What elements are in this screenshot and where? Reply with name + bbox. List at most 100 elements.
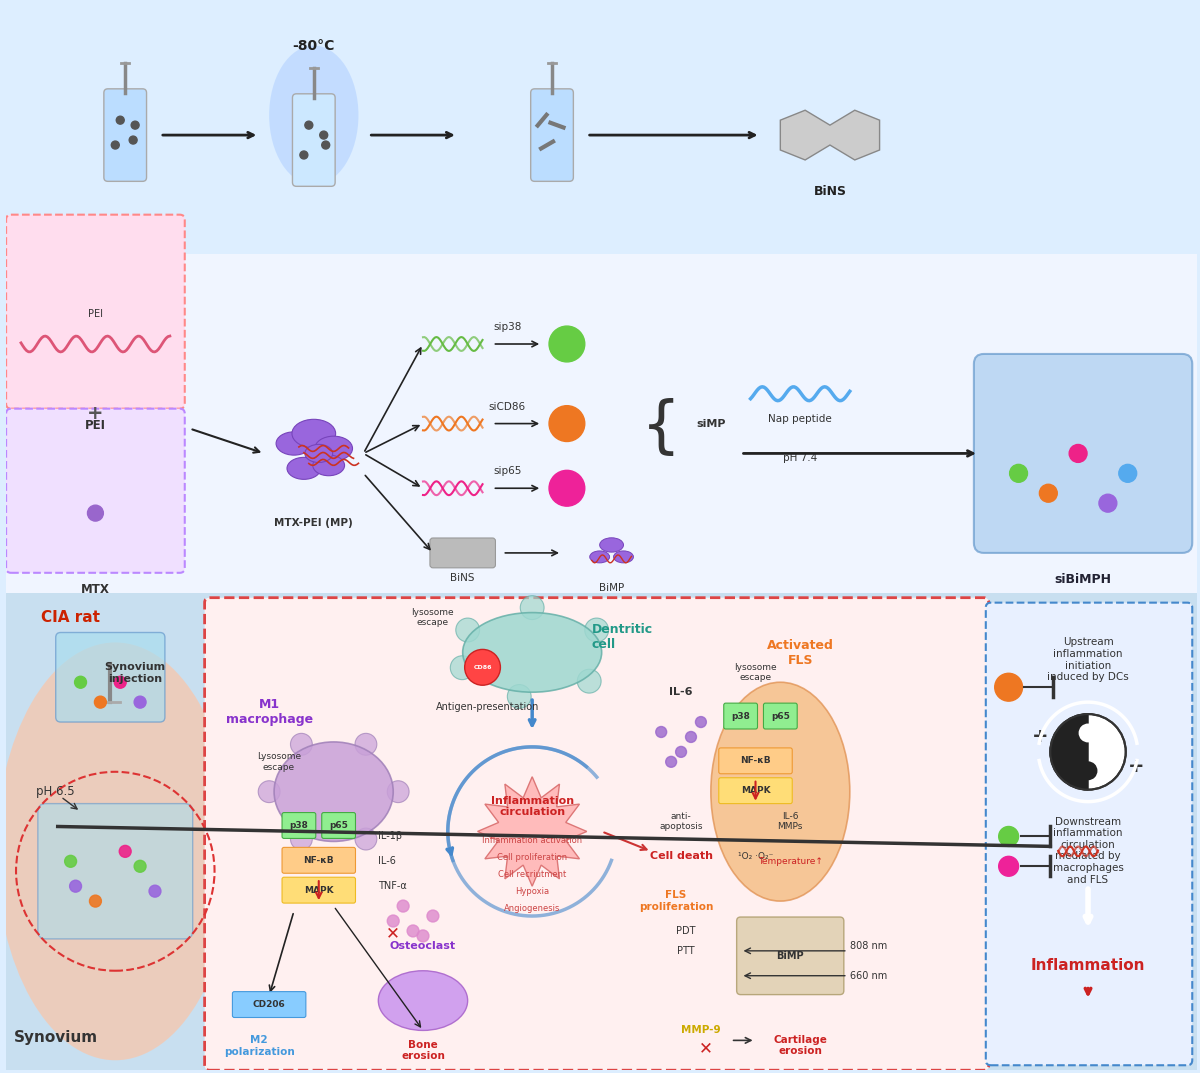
Circle shape xyxy=(300,151,308,159)
Text: IL-6: IL-6 xyxy=(378,856,396,866)
Circle shape xyxy=(74,676,86,688)
Text: Inflammation
circulation: Inflammation circulation xyxy=(491,796,574,818)
Ellipse shape xyxy=(463,613,601,692)
Text: Cartilage
erosion: Cartilage erosion xyxy=(773,1034,827,1056)
Circle shape xyxy=(119,846,131,857)
Text: Inflammation activation: Inflammation activation xyxy=(482,837,582,846)
Text: -80°C: -80°C xyxy=(293,39,335,53)
Circle shape xyxy=(134,861,146,872)
Circle shape xyxy=(149,885,161,897)
Text: ✕: ✕ xyxy=(698,1040,713,1057)
Text: M1
macrophage: M1 macrophage xyxy=(226,699,313,726)
Text: Temperature↑: Temperature↑ xyxy=(758,857,823,866)
Ellipse shape xyxy=(276,431,312,455)
FancyBboxPatch shape xyxy=(282,878,355,903)
Text: Upstream
inflammation
initiation
induced by DCs: Upstream inflammation initiation induced… xyxy=(1048,637,1129,682)
Text: Synovium: Synovium xyxy=(13,1030,97,1045)
FancyBboxPatch shape xyxy=(6,592,1198,1070)
FancyBboxPatch shape xyxy=(430,538,496,568)
Text: M2
polarization: M2 polarization xyxy=(224,1035,294,1057)
Text: 808 nm: 808 nm xyxy=(850,941,887,951)
Text: pH 7.4: pH 7.4 xyxy=(784,454,817,464)
Text: 660 nm: 660 nm xyxy=(850,971,887,981)
Circle shape xyxy=(319,131,328,139)
Circle shape xyxy=(577,670,601,693)
Circle shape xyxy=(322,141,330,149)
Text: lysosome
escape: lysosome escape xyxy=(412,608,455,628)
Text: IL-6: IL-6 xyxy=(670,687,692,697)
FancyBboxPatch shape xyxy=(293,93,335,187)
Circle shape xyxy=(88,505,103,521)
Circle shape xyxy=(258,781,280,803)
FancyBboxPatch shape xyxy=(530,89,574,181)
Text: sip65: sip65 xyxy=(493,467,522,476)
Text: Inflammation: Inflammation xyxy=(1031,958,1145,973)
FancyBboxPatch shape xyxy=(282,812,316,838)
Circle shape xyxy=(112,141,119,149)
Circle shape xyxy=(90,895,101,907)
Text: PTT: PTT xyxy=(677,945,695,956)
Text: siMP: siMP xyxy=(696,418,726,428)
FancyBboxPatch shape xyxy=(719,748,792,774)
Text: Dentritic
cell: Dentritic cell xyxy=(592,623,653,651)
Text: p65: p65 xyxy=(329,821,348,831)
Text: +: + xyxy=(1032,727,1049,747)
Text: CD206: CD206 xyxy=(253,1000,286,1009)
Text: NF-κB: NF-κB xyxy=(740,756,770,765)
FancyBboxPatch shape xyxy=(104,89,146,181)
Circle shape xyxy=(1079,723,1098,743)
Text: ✕: ✕ xyxy=(386,924,400,942)
Text: Antigen-presentation: Antigen-presentation xyxy=(436,702,539,712)
Text: Nap peptide: Nap peptide xyxy=(768,413,832,424)
FancyBboxPatch shape xyxy=(6,3,1198,254)
Circle shape xyxy=(995,673,1022,701)
Text: IL-1β: IL-1β xyxy=(378,832,402,841)
Text: Angiogenesis: Angiogenesis xyxy=(504,905,560,913)
FancyBboxPatch shape xyxy=(205,598,989,1070)
Circle shape xyxy=(450,656,474,679)
Text: ¹O₂ ·O₂⁻: ¹O₂ ·O₂⁻ xyxy=(738,852,773,861)
Text: MAPK: MAPK xyxy=(304,885,334,895)
Text: CD86: CD86 xyxy=(473,665,492,670)
Circle shape xyxy=(355,828,377,850)
Circle shape xyxy=(456,618,480,642)
Circle shape xyxy=(130,136,137,144)
Circle shape xyxy=(666,756,677,767)
Text: +: + xyxy=(1128,758,1144,776)
Text: IL-6
MMPs: IL-6 MMPs xyxy=(778,812,803,832)
Ellipse shape xyxy=(287,457,320,480)
Circle shape xyxy=(397,900,409,912)
Circle shape xyxy=(655,726,667,737)
Ellipse shape xyxy=(613,550,634,563)
Ellipse shape xyxy=(589,550,610,563)
Text: Synovium
injection: Synovium injection xyxy=(104,662,166,684)
Text: PEI: PEI xyxy=(85,418,106,431)
FancyBboxPatch shape xyxy=(724,703,757,729)
Text: lysosome
escape: lysosome escape xyxy=(734,663,776,682)
Text: p38: p38 xyxy=(731,711,750,721)
Ellipse shape xyxy=(600,538,624,553)
Text: FLS
proliferation: FLS proliferation xyxy=(638,891,713,912)
Circle shape xyxy=(355,733,377,755)
Polygon shape xyxy=(478,777,587,886)
Text: TNF-α: TNF-α xyxy=(378,881,407,892)
Ellipse shape xyxy=(378,971,468,1030)
FancyBboxPatch shape xyxy=(737,917,844,995)
Circle shape xyxy=(1069,444,1087,462)
Circle shape xyxy=(685,732,696,743)
Circle shape xyxy=(584,618,608,642)
Text: MAPK: MAPK xyxy=(740,787,770,795)
Circle shape xyxy=(131,121,139,129)
Circle shape xyxy=(305,121,313,129)
Ellipse shape xyxy=(305,444,332,462)
Text: +: + xyxy=(88,405,103,423)
Text: Activated
FLS: Activated FLS xyxy=(767,640,834,667)
Text: siCD86: siCD86 xyxy=(488,401,526,412)
Circle shape xyxy=(1050,714,1126,790)
Circle shape xyxy=(70,880,82,892)
FancyBboxPatch shape xyxy=(719,778,792,804)
Ellipse shape xyxy=(314,436,353,460)
Text: Cell proliferation: Cell proliferation xyxy=(497,853,568,863)
Ellipse shape xyxy=(313,455,344,475)
FancyBboxPatch shape xyxy=(974,354,1193,553)
